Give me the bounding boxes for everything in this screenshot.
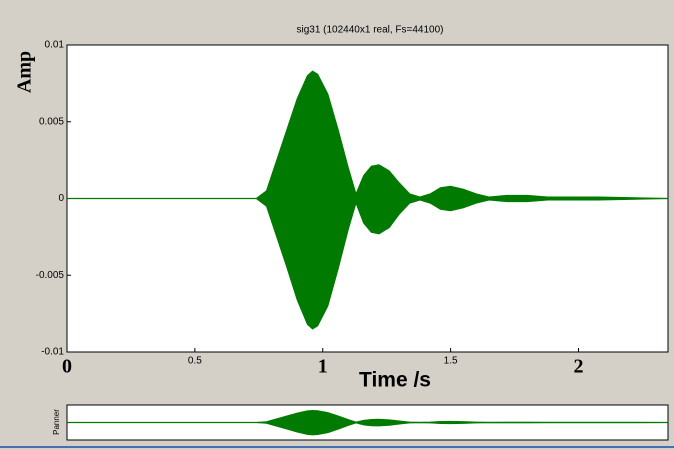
x-tick-label: 0 [62, 356, 72, 378]
y-tick-label: 0.005 [39, 116, 64, 127]
x-tick-label: 1 [318, 356, 328, 378]
x-axis-label: Time /s [359, 369, 431, 392]
x-tick-label: 1.5 [444, 356, 458, 367]
y-axis-label: Amp [14, 51, 36, 93]
y-tick-label: -0.005 [36, 270, 65, 281]
chart-title: sig31 (102440x1 real, Fs=44100) [296, 25, 443, 36]
y-tick-label: 0 [58, 193, 64, 204]
x-tick-label: 0.5 [188, 356, 202, 367]
waveform-area [67, 198, 669, 330]
y-tick-label: 0.01 [45, 40, 65, 51]
x-tick-label: 2 [573, 356, 583, 378]
waveform-area [67, 70, 669, 199]
y-tick-label: -0.01 [41, 347, 64, 358]
panner-label: Panner [52, 409, 61, 435]
